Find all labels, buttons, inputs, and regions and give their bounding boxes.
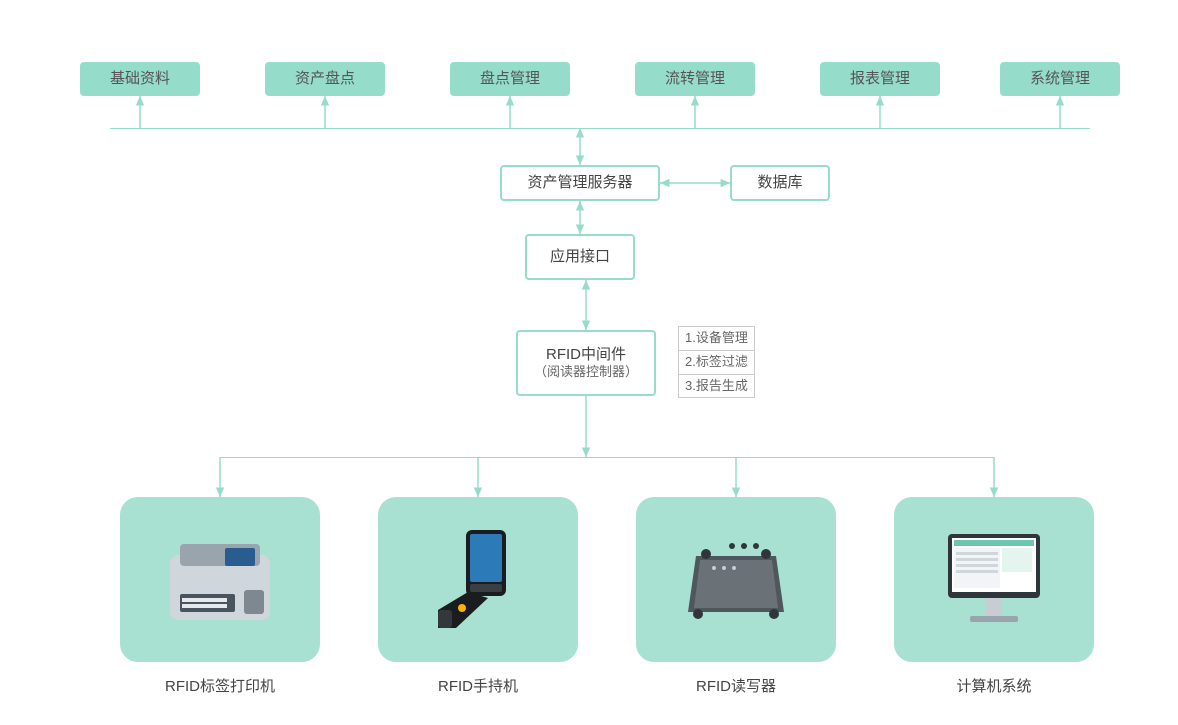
database-label: 数据库 [757, 173, 802, 193]
module-label: 资产盘点 [295, 69, 355, 89]
top-bus-line [110, 128, 1090, 129]
device-card-d4 [894, 497, 1094, 662]
module-label: 报表管理 [850, 69, 910, 89]
module-label: 盘点管理 [480, 69, 540, 89]
middleware-feature-item: 2.标签过滤 [678, 350, 755, 375]
module-m4: 流转管理 [635, 62, 755, 96]
middleware-feature-item: 1.设备管理 [678, 326, 755, 351]
device-label-d1: RFID标签打印机 [120, 675, 320, 696]
module-m5: 报表管理 [820, 62, 940, 96]
asset-server-label: 资产管理服务器 [527, 173, 632, 193]
module-label: 流转管理 [665, 69, 725, 89]
module-m6: 系统管理 [1000, 62, 1120, 96]
device-card-d3 [636, 497, 836, 662]
app-interface-label: 应用接口 [550, 247, 610, 267]
device-card-d2 [378, 497, 578, 662]
device-label-d2: RFID手持机 [378, 675, 578, 696]
module-m3: 盘点管理 [450, 62, 570, 96]
device-label-d3: RFID读写器 [636, 675, 836, 696]
module-m2: 资产盘点 [265, 62, 385, 96]
asset-server-node: 资产管理服务器 [500, 165, 660, 201]
rfid-middleware-sublabel: （阅读器控制器） [534, 364, 638, 381]
rfid-middleware-label: RFID中间件 [546, 345, 626, 365]
bottom-bus-line [220, 457, 994, 458]
middleware-feature-list: 1.设备管理2.标签过滤3.报告生成 [678, 326, 755, 397]
app-interface-node: 应用接口 [525, 234, 635, 280]
database-node: 数据库 [730, 165, 830, 201]
middleware-feature-item: 3.报告生成 [678, 374, 755, 399]
rfid-middleware-node: RFID中间件 （阅读器控制器） [516, 330, 656, 396]
module-label: 系统管理 [1030, 69, 1090, 89]
module-label: 基础资料 [110, 69, 170, 89]
module-m1: 基础资料 [80, 62, 200, 96]
device-label-d4: 计算机系统 [894, 675, 1094, 696]
device-card-d1 [120, 497, 320, 662]
